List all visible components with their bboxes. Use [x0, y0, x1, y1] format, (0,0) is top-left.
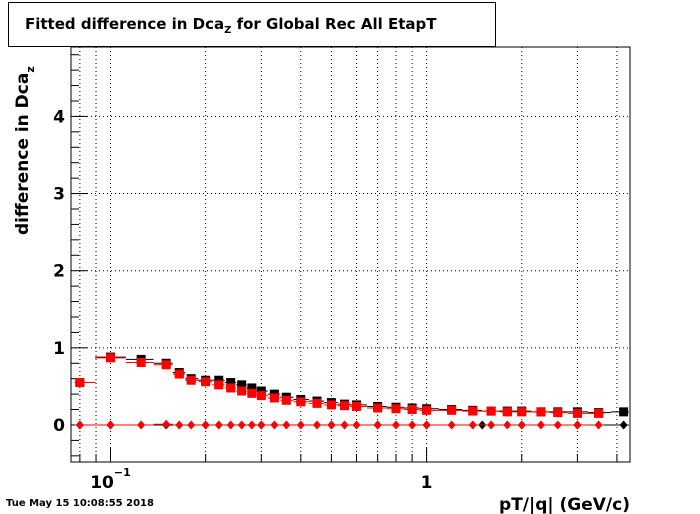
data-point-square: [502, 407, 512, 417]
y-tick-label: 1: [53, 339, 65, 359]
data-point-diamond: [594, 420, 603, 430]
data-point-diamond: [468, 420, 477, 430]
data-point-diamond: [340, 420, 349, 430]
data-point-square: [201, 377, 211, 387]
timestamp: Tue May 15 10:08:55 2018: [6, 498, 154, 509]
chart-title-main: Fitted difference in Dca: [25, 15, 225, 33]
data-point-square: [373, 403, 383, 413]
data-point-square: [351, 401, 361, 411]
series-2: [74, 353, 604, 418]
data-point-square: [237, 380, 247, 390]
data-point-diamond: [201, 420, 210, 430]
data-point-square: [105, 353, 115, 363]
data-point-square: [517, 407, 527, 417]
data-point-diamond: [373, 420, 382, 430]
data-point-diamond: [447, 420, 456, 430]
y-tick-label: 0: [53, 416, 65, 436]
data-point-square: [619, 407, 629, 417]
y-axis-title-sub: z: [24, 66, 37, 72]
data-point-square: [256, 391, 266, 401]
data-point-diamond: [270, 420, 279, 430]
data-point-square: [281, 395, 291, 405]
plot-frame: [70, 46, 631, 463]
data-point-diamond: [282, 420, 291, 430]
data-point-diamond: [75, 420, 84, 430]
data-point-diamond: [226, 420, 235, 430]
chart-title-sub: Z: [224, 25, 232, 36]
data-point-diamond: [214, 420, 223, 430]
data-point-square: [312, 398, 322, 408]
y-tick-label: 2: [53, 262, 65, 282]
data-point-square: [186, 375, 196, 385]
series-4: [74, 419, 604, 430]
data-point-square: [553, 408, 563, 418]
data-point-diamond: [408, 420, 417, 430]
data-point-diamond: [312, 420, 321, 430]
data-point-square: [468, 406, 478, 416]
x-tick-label-exponent: −1: [114, 466, 131, 479]
data-point-square: [447, 405, 457, 415]
data-point-square: [75, 378, 85, 388]
data-point-square: [340, 401, 350, 411]
data-point-diamond: [175, 420, 184, 430]
data-point-square: [391, 404, 401, 414]
data-point-diamond: [257, 420, 266, 430]
data-point-square: [572, 408, 582, 418]
chart-title: Fitted difference in DcaZ for Global Rec…: [25, 15, 437, 36]
y-axis-title: difference in Dcaz: [13, 66, 37, 235]
grid-layer: [71, 47, 630, 462]
data-point-square: [237, 386, 247, 396]
series-layer: [74, 352, 629, 430]
data-point-diamond: [162, 419, 171, 429]
data-point-diamond: [487, 420, 496, 430]
data-point-square: [536, 407, 546, 417]
data-point-square: [226, 378, 236, 388]
series-1: [74, 352, 629, 418]
data-point-diamond: [187, 420, 196, 430]
data-point-square: [214, 380, 224, 390]
data-point-square: [247, 388, 257, 398]
x-axis-title: pT/|q| (GeV/c): [499, 495, 630, 514]
chart-title-rest: for Global Rec All EtapT: [231, 15, 437, 33]
data-point-square: [486, 406, 496, 416]
data-point-diamond: [106, 420, 115, 430]
data-point-diamond: [553, 420, 562, 430]
data-point-square: [269, 393, 279, 403]
title-box: Fitted difference in DcaZ for Global Rec…: [8, 2, 496, 47]
x-tick-label: 10−1: [90, 466, 131, 493]
data-point-diamond: [573, 420, 582, 430]
data-point-square: [422, 405, 432, 415]
data-point-square: [161, 360, 171, 370]
data-point-diamond: [137, 420, 146, 430]
data-point-square: [136, 357, 146, 367]
data-point-square: [256, 386, 266, 396]
data-point-diamond: [517, 420, 526, 430]
data-point-square: [407, 405, 417, 415]
data-point-diamond: [619, 420, 628, 430]
y-axis-title-main: difference in Dca: [13, 73, 33, 235]
data-point-diamond: [352, 420, 361, 430]
data-point-diamond: [237, 420, 246, 430]
y-tick-label: 3: [53, 185, 65, 205]
data-point-square: [594, 408, 604, 418]
data-point-diamond: [247, 420, 256, 430]
data-point-square: [174, 369, 184, 379]
x-tick-label: 1: [421, 473, 433, 493]
data-point-square: [226, 383, 236, 393]
data-point-diamond: [296, 420, 305, 430]
data-point-diamond: [503, 420, 512, 430]
data-point-square: [247, 383, 257, 393]
data-point-square: [296, 397, 306, 407]
data-point-square: [326, 400, 336, 410]
data-point-diamond: [391, 420, 400, 430]
y-tick-label: 4: [53, 107, 65, 127]
data-point-diamond: [327, 420, 336, 430]
data-point-diamond: [536, 420, 545, 430]
data-point-square: [214, 375, 224, 385]
data-point-diamond: [422, 420, 431, 430]
